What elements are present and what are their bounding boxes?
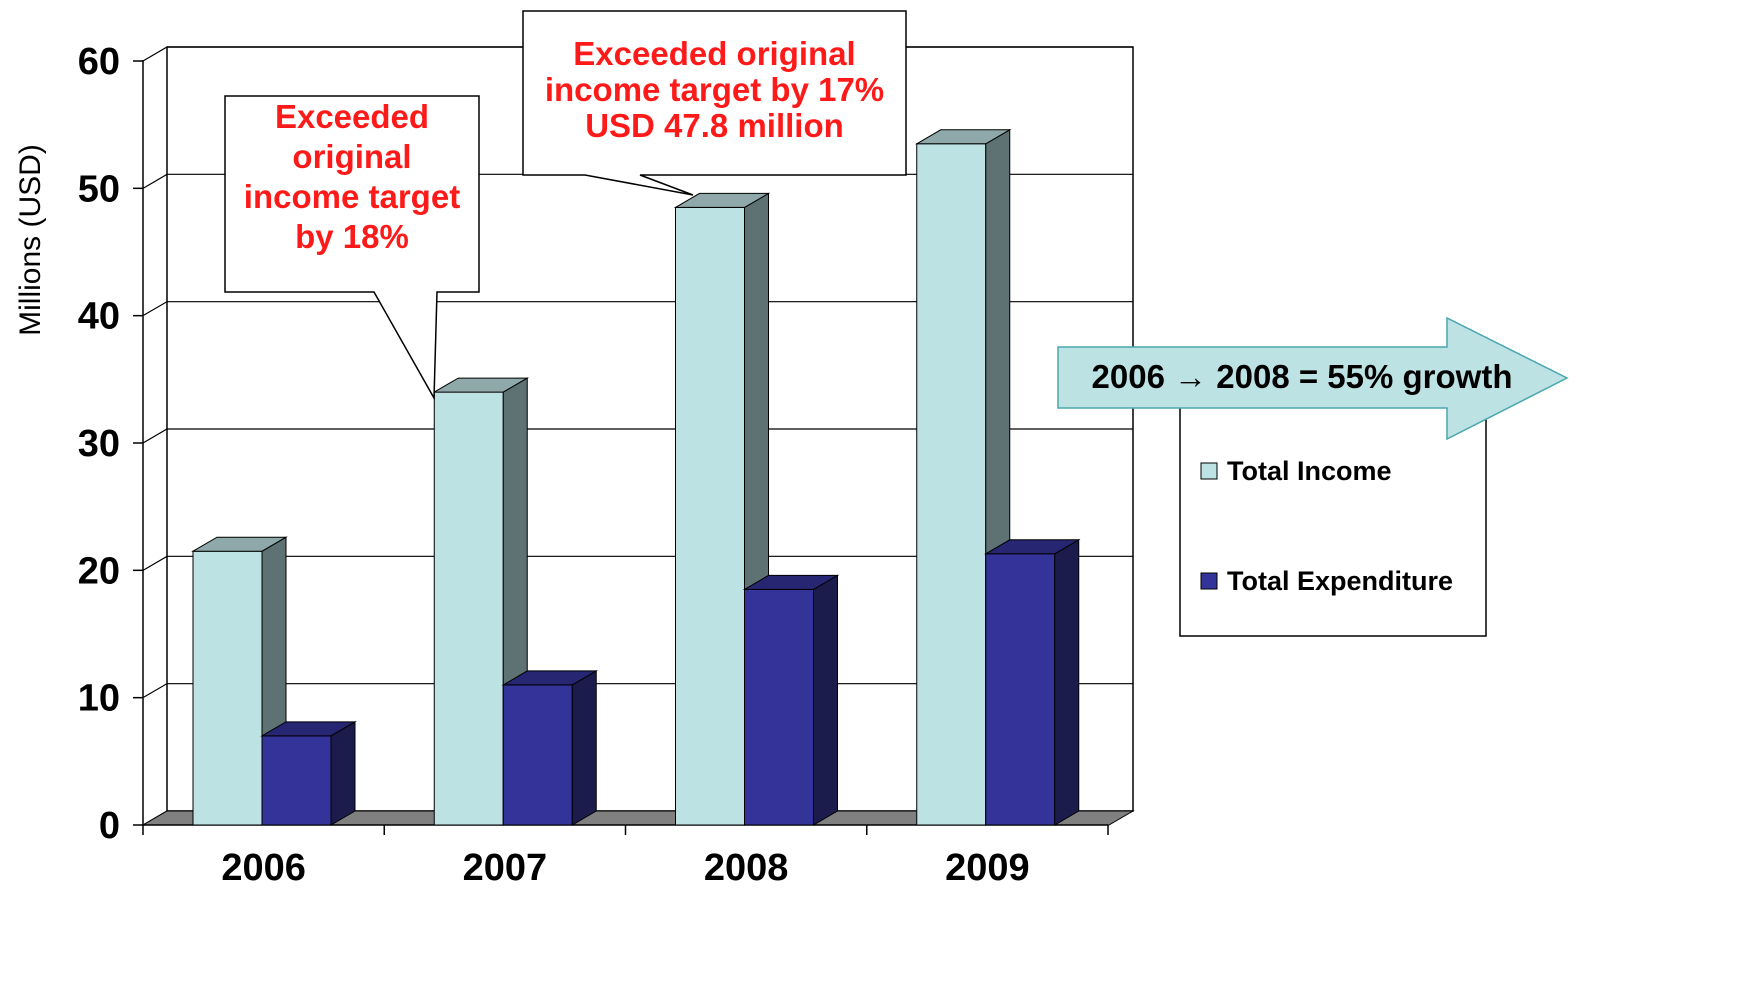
bar-front — [261, 735, 332, 826]
y-tick-label: 0 — [99, 805, 120, 847]
bar-top — [742, 574, 840, 590]
callout-text: original — [292, 138, 411, 175]
bar-side — [330, 720, 356, 826]
bar-top — [260, 721, 357, 737]
bar-front — [916, 143, 987, 826]
legend-label: Total Expenditure — [1227, 566, 1453, 596]
callout-text: USD 47.8 million — [585, 107, 844, 144]
x-tick-label: 2006 — [221, 847, 306, 889]
bars — [191, 128, 1081, 826]
bar-front — [985, 553, 1056, 826]
callout-text: Exceeded original — [573, 35, 855, 72]
y-tick-label: 60 — [78, 41, 120, 83]
callout-text: income target — [244, 178, 460, 215]
bar — [673, 192, 771, 826]
y-tick-label: 20 — [78, 550, 120, 592]
legend-swatch — [1200, 462, 1218, 480]
y-tick-label: 30 — [78, 423, 120, 465]
bar-side — [571, 670, 597, 826]
callout-box — [522, 10, 907, 196]
bar-top — [983, 539, 1081, 555]
bar-top — [501, 670, 599, 686]
legend-box — [1179, 385, 1487, 637]
gridline — [142, 428, 1133, 444]
bar — [501, 670, 599, 826]
gridline — [142, 301, 1133, 317]
bar — [742, 574, 840, 826]
callout-text: by 18% — [295, 218, 409, 255]
x-tick-label: 2009 — [945, 847, 1030, 889]
bar — [432, 377, 530, 826]
bar-front — [675, 206, 745, 826]
axes — [142, 824, 1109, 835]
bar-side — [813, 574, 838, 826]
bar-top — [191, 536, 288, 552]
callout-box — [224, 95, 480, 401]
y-tick-label: 10 — [78, 678, 120, 720]
bar — [983, 538, 1081, 826]
y-tick-label: 40 — [78, 296, 120, 338]
legend-swatch — [1200, 572, 1218, 590]
legend-label: Total Income — [1227, 456, 1392, 486]
x-tick-label: 2007 — [463, 847, 548, 889]
bar-front — [433, 391, 504, 826]
callout-text: Exceeded — [275, 98, 429, 135]
bar-side — [1054, 538, 1080, 826]
bar-front — [744, 588, 814, 826]
bar-top — [914, 129, 1012, 145]
bar-top — [673, 192, 771, 208]
legend: Total Income Total Expenditure — [1179, 385, 1487, 637]
growth-arrow: 2006 → 2008 = 55% growth — [1057, 316, 1569, 441]
gridline — [142, 555, 1133, 571]
x-tick-label: 2008 — [704, 847, 789, 889]
bar-top — [432, 377, 530, 393]
y-axis-label: Millions (USD) — [14, 144, 47, 336]
x-tick-labels: 2006 2007 2008 2009 — [221, 847, 1029, 889]
bar-front — [502, 684, 573, 826]
callout-text: income target by 17% — [545, 71, 884, 108]
y-tick-labels: 0 10 20 30 40 50 60 — [78, 41, 143, 847]
bar-front — [192, 550, 263, 826]
y-tick-label: 50 — [78, 168, 120, 210]
arrow-shape — [1057, 316, 1569, 441]
arrow-text: 2006 → 2008 = 55% growth — [1092, 358, 1513, 395]
bar — [260, 720, 357, 826]
